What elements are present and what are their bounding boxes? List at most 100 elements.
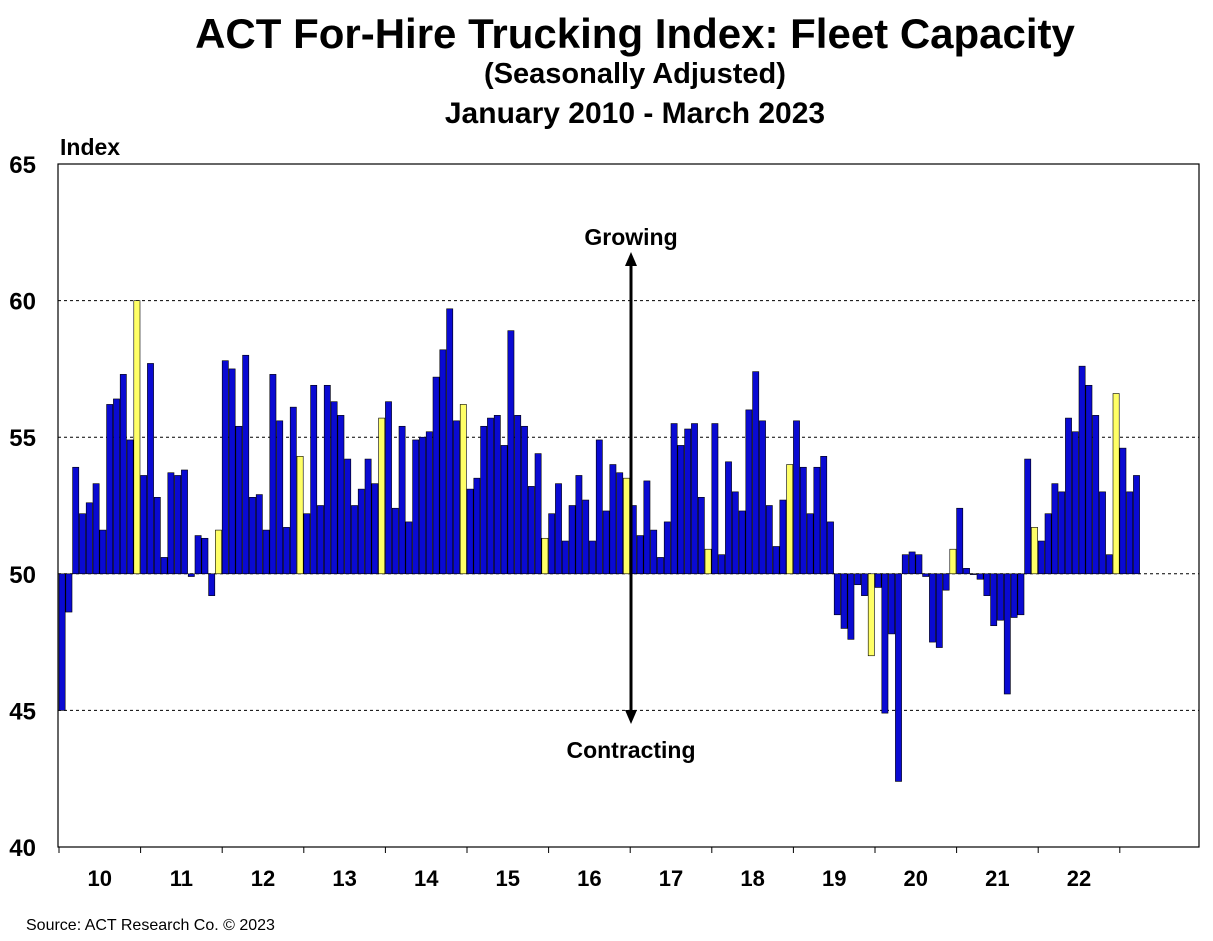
bar-december bbox=[133, 300, 141, 575]
bar bbox=[874, 573, 882, 588]
x-tick-label: 14 bbox=[414, 866, 439, 891]
bar bbox=[616, 472, 624, 575]
bar bbox=[1126, 491, 1134, 575]
bar bbox=[745, 409, 753, 575]
x-tick-label: 10 bbox=[88, 866, 112, 891]
bar bbox=[92, 483, 100, 575]
bar bbox=[779, 499, 787, 575]
bar bbox=[439, 349, 447, 575]
bar bbox=[242, 354, 250, 575]
bar bbox=[527, 486, 535, 575]
bar bbox=[589, 540, 596, 575]
x-tick-label: 13 bbox=[332, 866, 356, 891]
bar bbox=[351, 505, 358, 575]
x-tick-label: 22 bbox=[1067, 866, 1091, 891]
bar bbox=[412, 439, 420, 575]
bar bbox=[990, 573, 998, 627]
bar-december bbox=[1112, 393, 1120, 575]
bar bbox=[79, 513, 86, 575]
annotation-contracting: Contracting bbox=[566, 737, 695, 763]
bar bbox=[99, 529, 107, 575]
bar bbox=[582, 499, 590, 575]
bar bbox=[446, 308, 454, 575]
bar bbox=[956, 507, 964, 575]
bar bbox=[915, 554, 923, 575]
bar bbox=[493, 415, 501, 575]
bar bbox=[65, 573, 73, 613]
arrow-head-down bbox=[625, 710, 637, 724]
bar bbox=[453, 420, 460, 575]
bar bbox=[480, 425, 488, 575]
bar bbox=[963, 568, 970, 575]
bar bbox=[636, 535, 644, 575]
bar bbox=[643, 480, 651, 575]
bar bbox=[106, 404, 114, 575]
bar bbox=[514, 415, 522, 575]
bar bbox=[405, 521, 413, 575]
bar bbox=[575, 475, 583, 575]
bar bbox=[1003, 573, 1011, 695]
bar bbox=[201, 537, 209, 575]
bar bbox=[487, 417, 494, 575]
bar bbox=[657, 557, 664, 575]
bar bbox=[521, 425, 528, 575]
y-tick-label: 60 bbox=[9, 289, 36, 316]
bar bbox=[153, 496, 161, 575]
bar bbox=[1017, 573, 1025, 616]
bar bbox=[1119, 447, 1127, 575]
bar bbox=[1133, 475, 1140, 575]
bar bbox=[561, 540, 569, 575]
bar bbox=[221, 360, 229, 575]
x-tick-label: 17 bbox=[659, 866, 683, 891]
bar bbox=[425, 431, 433, 575]
bar bbox=[262, 529, 270, 575]
bar bbox=[1071, 431, 1079, 575]
bar bbox=[861, 573, 868, 596]
chart-date-range: January 2010 - March 2023 bbox=[444, 97, 826, 130]
bar bbox=[1044, 513, 1052, 575]
bar-december bbox=[296, 456, 304, 575]
arrow-head-up bbox=[625, 252, 637, 266]
bar bbox=[997, 573, 1004, 621]
bar bbox=[813, 466, 821, 575]
bar bbox=[1065, 417, 1072, 575]
bar bbox=[650, 529, 658, 575]
bar-december bbox=[378, 417, 386, 575]
bar bbox=[391, 507, 399, 575]
bar bbox=[663, 521, 671, 575]
bar-december bbox=[459, 404, 467, 575]
bar bbox=[731, 491, 739, 575]
bar bbox=[432, 376, 440, 575]
bar bbox=[147, 363, 154, 575]
y-tick-label: 45 bbox=[9, 698, 36, 725]
bar bbox=[881, 573, 889, 714]
y-tick-label: 40 bbox=[9, 835, 36, 862]
bar bbox=[249, 496, 256, 575]
bar bbox=[255, 494, 263, 575]
bar bbox=[500, 445, 508, 575]
bar bbox=[697, 496, 705, 575]
bar bbox=[276, 420, 284, 575]
x-tick-label: 11 bbox=[170, 866, 193, 891]
bar bbox=[323, 384, 331, 575]
bar bbox=[738, 510, 746, 575]
bar bbox=[555, 483, 562, 575]
bar bbox=[765, 505, 773, 575]
bar bbox=[969, 573, 977, 575]
bar bbox=[126, 439, 134, 575]
bar-december bbox=[1031, 527, 1038, 575]
bar bbox=[473, 477, 481, 575]
bar bbox=[160, 557, 168, 575]
bar bbox=[303, 513, 311, 575]
bar bbox=[85, 502, 93, 575]
bar bbox=[187, 573, 195, 577]
bar-december bbox=[623, 477, 630, 575]
bar bbox=[466, 488, 474, 575]
bar-december bbox=[541, 537, 549, 575]
bar bbox=[283, 527, 290, 575]
bar bbox=[854, 573, 862, 586]
y-axis-label: Index bbox=[60, 134, 120, 160]
bar bbox=[398, 425, 406, 575]
bar bbox=[725, 461, 732, 575]
bar bbox=[1099, 491, 1106, 575]
